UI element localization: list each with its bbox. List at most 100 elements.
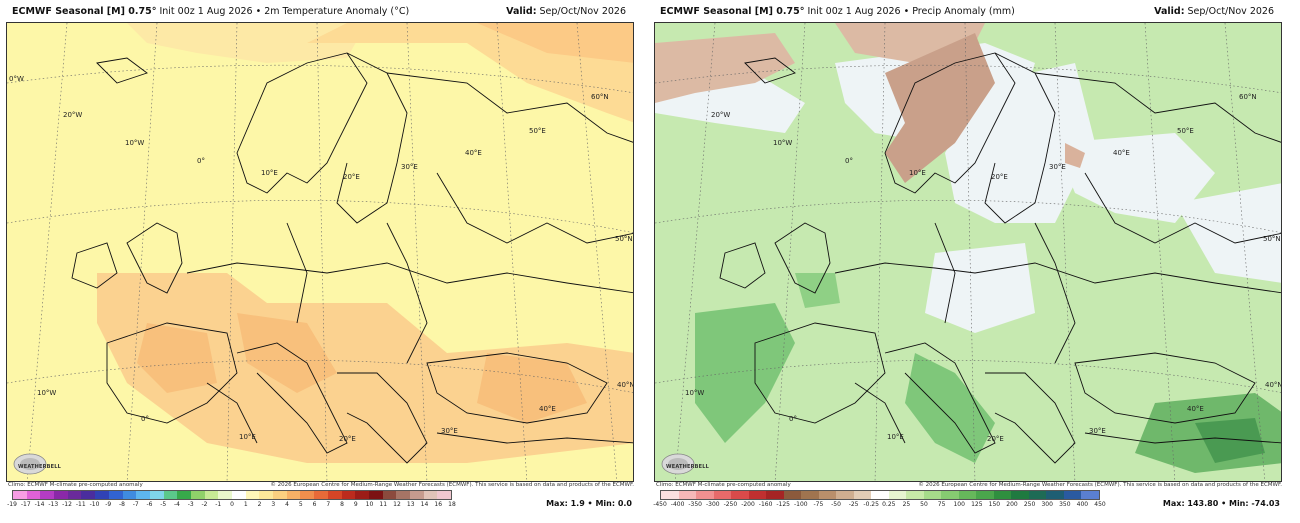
temperature-colorbar — [12, 490, 452, 500]
colorbar-tick-label: 9 — [353, 501, 358, 508]
precip-shade-dry-norway — [885, 33, 995, 183]
colorbar-segment — [40, 491, 55, 499]
colorbar-segment — [26, 491, 41, 499]
colorbar-segment — [976, 491, 994, 499]
colorbar-tick-label: -9 — [105, 501, 112, 508]
colorbar-tick-label: 350 — [1059, 501, 1071, 508]
temperature-max-min: Max: 1.9 • Min: 0.0 — [546, 499, 632, 508]
precip-colorbar-ticks: -450 -400 -350 -300 -250 -200 -160 -125 -100 -75-… — [653, 501, 1106, 511]
colorbar-tick-label: -200 — [741, 501, 755, 508]
colorbar-segment — [67, 491, 82, 499]
precip-shade-dry-north — [835, 23, 985, 63]
temperature-lon-label-10: 10°W — [37, 389, 56, 397]
precip-graticule — [655, 23, 1281, 481]
colorbar-tick-label: -100 — [793, 501, 808, 508]
temperature-lon-label-2: 20°W — [63, 111, 82, 119]
colorbar-tick-label: -300 — [705, 501, 720, 508]
temperature-shade-far-northeast — [477, 23, 633, 63]
precip-anomaly-map[interactable]: 20°W 10°W 0° 10°E 20°E 30°E 40°E 50°E 60… — [654, 22, 1282, 482]
colorbar-segment — [300, 491, 315, 499]
colorbar-tick-label: 10 — [365, 501, 374, 508]
colorbar-segment — [190, 491, 205, 499]
colorbar-tick-label: 450 — [1094, 501, 1106, 508]
colorbar-segment — [108, 491, 123, 499]
precip-max-min: Max: 143.80 • Min: -74.03 — [1162, 499, 1280, 508]
colorbar-tick-label: -2 — [201, 501, 208, 508]
precip-shade-dry-spot — [1065, 143, 1085, 168]
colorbar-tick-label: 14 — [420, 501, 429, 508]
temperature-panel-title: ECMWF Seasonal [M] 0.75° Init 00z 1 Aug … — [12, 6, 410, 17]
colorbar-tick-label: -250 — [723, 501, 738, 508]
colorbar-segment — [783, 491, 802, 499]
precip-map-svg: 20°W 10°W 0° 10°E 20°E 30°E 40°E 50°E 60… — [655, 23, 1281, 481]
colorbar-segment — [958, 491, 977, 499]
temperature-coastlines — [71, 52, 633, 464]
colorbar-tick-label: -25 — [848, 501, 859, 508]
temperature-lon-label-1: 0°W — [9, 75, 24, 83]
colorbar-segment — [136, 491, 150, 499]
colorbar-tick-label: 8 — [340, 501, 344, 508]
weatherbell-logo-text: WEATHERBELL — [18, 464, 62, 470]
temperature-climo-note: Climo: ECMWF M-climate pre-computed anom… — [8, 482, 143, 488]
precip-shade-baltic — [1055, 133, 1215, 223]
colorbar-segment — [409, 491, 424, 499]
precip-lon-label-12: 20°E — [987, 435, 1004, 443]
colorbar-tick-label: -5 — [160, 501, 167, 508]
temperature-lat-label-50: 50°N — [615, 235, 633, 243]
precip-copyright: © 2026 European Centre for Medium-Range … — [918, 482, 1282, 488]
colorbar-tick-label: -400 — [670, 501, 685, 508]
colorbar-segment — [327, 491, 342, 499]
temperature-anomaly-map[interactable]: 0°W 20°W 10°W 0° 10°E 20°E 30°E 40°E 50°… — [6, 22, 634, 482]
colorbar-tick-label: 7 — [326, 501, 331, 508]
colorbar-segment — [81, 491, 96, 499]
colorbar-tick-label: -19 — [7, 501, 17, 508]
colorbar-segment — [1081, 491, 1099, 499]
colorbar-segment — [355, 491, 369, 499]
colorbar-segment — [1063, 491, 1082, 499]
precip-shade-scandinavia — [945, 63, 1095, 223]
colorbar-segment — [218, 491, 232, 499]
colorbar-tick-label: 13 — [406, 501, 415, 508]
temperature-shade-central-south — [97, 273, 633, 463]
colorbar-segment — [661, 491, 679, 499]
colorbar-segment — [766, 491, 784, 499]
colorbar-tick-label: 1 — [243, 501, 248, 508]
colorbar-segment — [273, 491, 287, 499]
weatherbell-logo-text: WEATHERBELL — [666, 464, 710, 470]
weatherbell-logo-icon — [13, 453, 47, 475]
precip-coastlines — [719, 52, 1281, 464]
colorbar-tick-label: -50 — [831, 501, 841, 508]
colorbar-tick-label: -160 — [758, 501, 773, 508]
temperature-panel-header: ECMWF Seasonal [M] 0.75° Init 00z 1 Aug … — [4, 4, 634, 20]
colorbar-segment — [853, 491, 872, 499]
colorbar-segment — [259, 491, 274, 499]
temperature-anomaly-panel: ECMWF Seasonal [M] 0.75° Init 00z 1 Aug … — [4, 0, 644, 523]
colorbar-segment — [13, 491, 27, 499]
colorbar-segment — [314, 491, 328, 499]
colorbar-tick-label: -3 — [187, 501, 194, 508]
precip-map-labels: 20°W 10°W 0° 10°E 20°E 30°E 40°E 50°E 60… — [685, 93, 1281, 443]
colorbar-tick-label: -450 — [653, 501, 667, 508]
colorbar-tick-label: 300 — [1041, 501, 1053, 508]
colorbar-segment — [941, 491, 959, 499]
colorbar-segment — [368, 491, 383, 499]
temperature-colorbar-ticks: -19 -17 -14 -13 -12 -11 -10 -9 -8 -7 -6 -5 -4 -3 -2 -1 0… — [7, 501, 456, 511]
precip-lon-label-7: 40°E — [1113, 149, 1130, 157]
colorbar-segment — [423, 491, 438, 499]
colorbar-tick-label: -13 — [48, 501, 59, 508]
colorbar-segment — [871, 491, 889, 499]
temperature-graticule — [7, 23, 633, 481]
colorbar-tick-label: -10 — [89, 501, 100, 508]
colorbar-tick-label: 11 — [379, 501, 388, 508]
precip-anomaly-panel: ECMWF Seasonal [M] 0.75° Init 00z 1 Aug … — [652, 0, 1292, 523]
colorbar-tick-label: 0 — [230, 501, 234, 508]
precip-lon-label-1: 20°W — [711, 111, 730, 119]
colorbar-tick-label: 2 — [257, 501, 262, 508]
colorbar-segment — [888, 491, 907, 499]
colorbar-tick-label: 3 — [271, 501, 276, 508]
colorbar-segment — [836, 491, 854, 499]
colorbar-tick-label: 16 — [434, 501, 443, 508]
colorbar-segment — [1011, 491, 1029, 499]
precip-shade-east — [1175, 183, 1281, 283]
temperature-lon-label-5: 10°E — [261, 169, 278, 177]
